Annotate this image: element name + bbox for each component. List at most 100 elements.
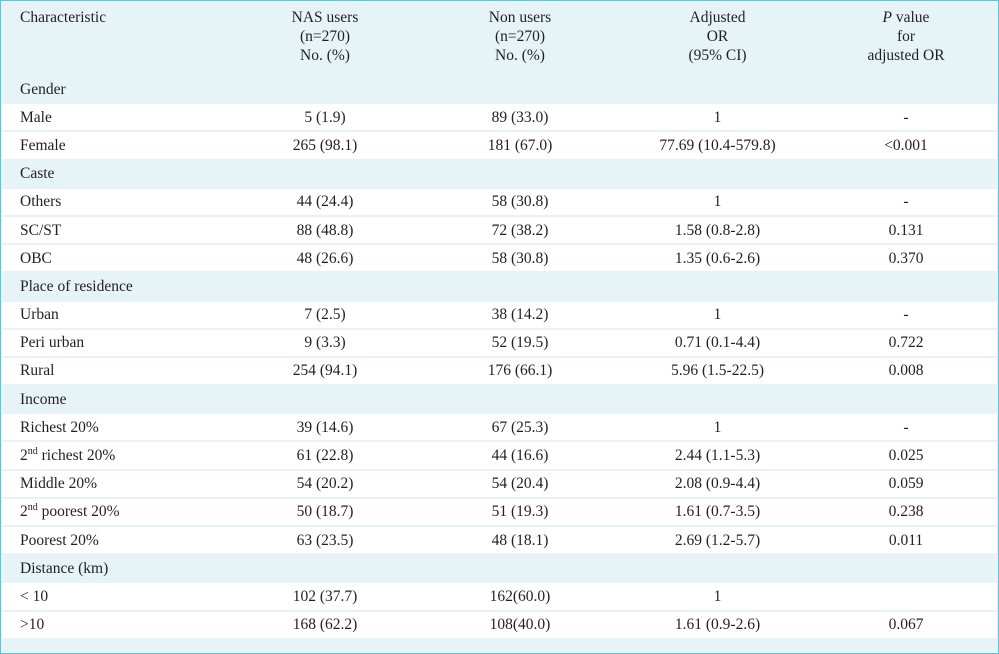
- p-value-cell: 0.067: [815, 611, 997, 638]
- non-users-cell: 176 (66.1): [420, 357, 620, 385]
- table-row: Poorest 20% 63 (23.5) 48 (18.1) 2.69 (1.2-5…: [2, 527, 997, 554]
- adjusted-or-cell: 77.69 (10.4-579.8): [620, 132, 815, 159]
- row-label-superscript: nd: [27, 445, 38, 457]
- p-value-cell: 0.370: [815, 245, 997, 272]
- row-label: < 10: [20, 587, 49, 605]
- table-row: >10 168 (62.2) 108(40.0) 1.61 (0.9-2.6) 0.06…: [2, 611, 997, 638]
- table-row: Peri urban 9 (3.3) 52 (19.5) 0.71 (0.1-4.4)…: [2, 329, 997, 356]
- table-row: Richest 20% 39 (14.6) 67 (25.3) 1-: [2, 414, 997, 441]
- p-value-cell: -: [815, 301, 997, 328]
- nas-users-cell: 7 (2.5): [230, 301, 420, 328]
- nas-users-cell: 254 (94.1): [230, 357, 420, 385]
- non-users-cell: 181 (67.0): [420, 132, 620, 159]
- adjusted-or-cell: 2.08 (0.9-4.4): [620, 470, 815, 497]
- nas-users-cell: 50 (18.7): [230, 498, 420, 525]
- row-label-cell: 2nd poorest 20%: [2, 498, 230, 525]
- row-label-cell: SC/ST: [2, 216, 230, 244]
- section-row: Caste: [2, 160, 997, 187]
- header-p-line1: value: [892, 9, 930, 26]
- adjusted-or-cell: 1: [620, 188, 815, 215]
- table-row: 2nd richest 20% 61 (22.8) 44 (16.6) 2.44 (1…: [2, 442, 997, 469]
- header-or-line2: OR: [706, 28, 729, 45]
- non-users-cell: 44 (16.6): [420, 442, 620, 469]
- adjusted-or-cell: 1.58 (0.8-2.8): [620, 216, 815, 244]
- adjusted-or-cell: 1: [620, 104, 815, 131]
- header-or-line1: Adjusted: [689, 9, 746, 26]
- adjusted-or-cell: 1: [620, 414, 815, 441]
- header-nas-users: NAS users (n=270) No. (%): [230, 4, 420, 74]
- row-label-cell: Female: [2, 132, 230, 159]
- nas-users-cell: 88 (48.8): [230, 216, 420, 244]
- nas-users-cell: 39 (14.6): [230, 414, 420, 441]
- header-non-line2: (n=270): [494, 28, 546, 45]
- p-value-cell: 0.238: [815, 498, 997, 525]
- row-label-cell: Poorest 20%: [2, 527, 230, 554]
- header-nas-line1: NAS users: [291, 9, 359, 26]
- section-title: Income: [2, 386, 997, 413]
- non-users-cell: 108(40.0): [420, 611, 620, 638]
- section-row: Income: [2, 386, 997, 413]
- nas-users-cell: 54 (20.2): [230, 470, 420, 497]
- row-label: Richest 20%: [20, 418, 99, 436]
- p-value-cell: [815, 583, 997, 610]
- adjusted-or-cell: 5.96 (1.5-22.5): [620, 357, 815, 385]
- table-row: Rural 254 (94.1) 176 (66.1) 5.96 (1.5-22.5)…: [2, 357, 997, 385]
- p-value-cell: 0.059: [815, 470, 997, 497]
- row-label-cell: Peri urban: [2, 329, 230, 356]
- section-title: Caste: [2, 160, 997, 187]
- row-label: Urban: [20, 306, 59, 324]
- adjusted-or-cell: 1.61 (0.9-2.6): [620, 611, 815, 638]
- p-value-cell: 0.011: [815, 527, 997, 554]
- row-label: Rural: [20, 362, 55, 380]
- p-value-cell: 0.008: [815, 357, 997, 385]
- header-non-users: Non users (n=270) No. (%): [420, 4, 620, 74]
- adjusted-or-cell: 1: [620, 583, 815, 610]
- row-label-cell: < 10: [2, 583, 230, 610]
- nas-users-cell: 61 (22.8): [230, 442, 420, 469]
- section-row: Distance (km): [2, 555, 997, 582]
- non-users-cell: 52 (19.5): [420, 329, 620, 356]
- results-table: Characteristic NAS users (n=270) No. (%)…: [2, 2, 997, 640]
- nas-users-cell: 63 (23.5): [230, 527, 420, 554]
- row-label: Female: [20, 136, 66, 154]
- non-users-cell: 89 (33.0): [420, 104, 620, 131]
- table-row: SC/ST 88 (48.8) 72 (38.2) 1.58 (0.8-2.8) 0.1…: [2, 216, 997, 244]
- nas-users-cell: 168 (62.2): [230, 611, 420, 638]
- row-label-cell: Male: [2, 104, 230, 131]
- nas-users-cell: 102 (37.7): [230, 583, 420, 610]
- row-label: Others: [20, 193, 62, 211]
- non-users-cell: 54 (20.4): [420, 470, 620, 497]
- row-label-cell: Rural: [2, 357, 230, 385]
- nas-users-cell: 44 (24.4): [230, 188, 420, 215]
- header-nas-line3: No. (%): [300, 47, 350, 64]
- header-p-value: P value for adjusted OR: [815, 4, 997, 74]
- adjusted-or-cell: 0.71 (0.1-4.4): [620, 329, 815, 356]
- row-label: SC/ST: [20, 221, 62, 239]
- nas-users-cell: 48 (26.6): [230, 245, 420, 272]
- table-row: Male 5 (1.9) 89 (33.0) 1-: [2, 104, 997, 131]
- adjusted-or-cell: 1.61 (0.7-3.5): [620, 498, 815, 525]
- p-value-cell: <0.001: [815, 132, 997, 159]
- row-label-prefix: 2: [20, 503, 28, 521]
- row-label-superscript: nd: [27, 502, 38, 514]
- row-label: Poorest 20%: [20, 531, 99, 549]
- adjusted-or-cell: 1.35 (0.6-2.6): [620, 245, 815, 272]
- row-label: Male: [20, 108, 52, 126]
- nas-users-cell: 9 (3.3): [230, 329, 420, 356]
- table-row: OBC 48 (26.6) 58 (30.8) 1.35 (0.6-2.6) 0.370: [2, 245, 997, 272]
- p-value-cell: 0.131: [815, 216, 997, 244]
- row-label-cell: Urban: [2, 301, 230, 328]
- table-row: Others 44 (24.4) 58 (30.8) 1-: [2, 188, 997, 215]
- header-adjusted-or: Adjusted OR (95% CI): [620, 4, 815, 74]
- non-users-cell: 38 (14.2): [420, 301, 620, 328]
- row-label-cell: OBC: [2, 245, 230, 272]
- section-title: Place of residence: [2, 273, 997, 300]
- table-row: Female 265 (98.1) 181 (67.0) 77.69 (10.4-57…: [2, 132, 997, 159]
- row-label-cell: Middle 20%: [2, 470, 230, 497]
- nas-users-cell: 265 (98.1): [230, 132, 420, 159]
- row-label-cell: 2nd richest 20%: [2, 442, 230, 469]
- header-non-line3: No. (%): [495, 47, 545, 64]
- row-label: OBC: [20, 249, 52, 267]
- table-row: < 10 102 (37.7) 162(60.0) 1: [2, 583, 997, 610]
